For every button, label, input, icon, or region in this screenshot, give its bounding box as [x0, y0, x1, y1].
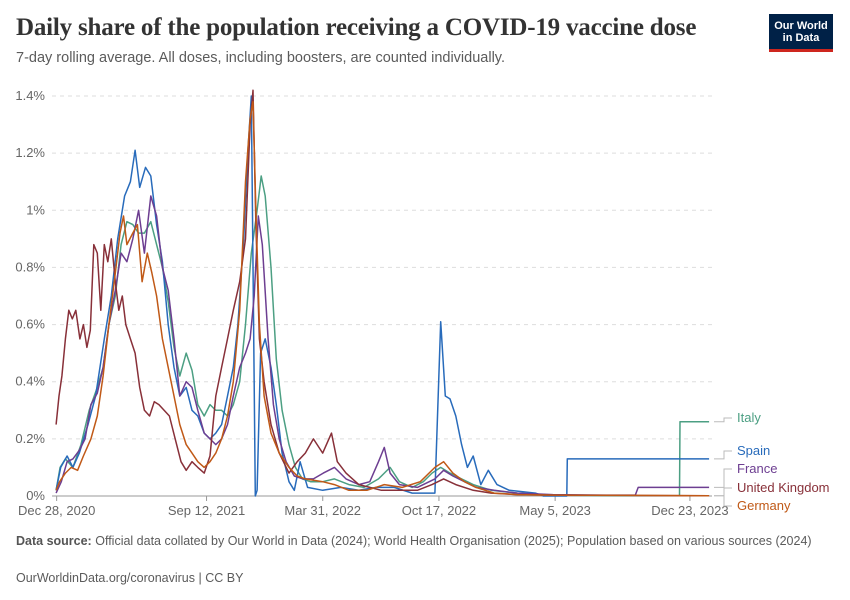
chart-title: Daily share of the population receiving … [16, 14, 697, 41]
y-tick-label: 1% [26, 202, 45, 217]
logo-line-1: Our World [774, 20, 828, 32]
series-label-france[interactable]: France [737, 461, 777, 476]
series-lines [55, 89, 710, 497]
label-connector [714, 487, 732, 497]
source-note: Data source: Official data collated by O… [16, 533, 816, 549]
owid-logo[interactable]: Our World in Data [769, 14, 833, 52]
series-label-united-kingdom[interactable]: United Kingdom [737, 480, 830, 495]
label-connector [714, 495, 732, 507]
y-tick-label: 0.2% [15, 431, 45, 446]
x-axis-ticks: Dec 28, 2020 Sep 12, 2021 Mar 31, 2022 Oct … [18, 496, 729, 518]
label-connector [714, 468, 732, 488]
x-tick-label: Dec 28, 2020 [18, 503, 95, 518]
series-line-france[interactable] [55, 195, 710, 496]
series-line-spain[interactable] [55, 95, 710, 497]
series-line-germany[interactable] [55, 100, 710, 497]
chart-subtitle: 7-day rolling average. All doses, includ… [16, 50, 505, 66]
y-tick-label: 0.8% [15, 259, 45, 274]
x-tick-label: Sep 12, 2021 [168, 503, 245, 518]
x-tick-label: May 5, 2023 [519, 503, 591, 518]
x-tick-label: Oct 17, 2022 [402, 503, 476, 518]
y-tick-label: 0.6% [15, 317, 45, 332]
y-tick-label: 1.2% [15, 145, 45, 160]
line-chart: 0% 0.2% 0.4% 0.6% 0.8% 1% 1.2% 1.4% Dec 28, 202… [15, 88, 830, 518]
source-label: Data source: [16, 534, 92, 548]
source-text: Official data collated by Our World in D… [95, 534, 812, 548]
x-tick-label: Mar 31, 2022 [284, 503, 361, 518]
logo-line-2: in Data [782, 32, 820, 44]
y-tick-label: 1.4% [15, 88, 45, 103]
grid-lines [52, 95, 712, 497]
label-connector [714, 417, 732, 423]
y-tick-label: 0.4% [15, 374, 45, 389]
credit-line[interactable]: OurWorldinData.org/coronavirus | CC BY [16, 571, 244, 585]
series-label-spain[interactable]: Spain [737, 443, 770, 458]
label-connector [714, 450, 732, 460]
series-line-united-kingdom[interactable] [55, 89, 710, 497]
x-tick-label: Dec 23, 2023 [651, 503, 728, 518]
series-line-italy[interactable] [55, 175, 710, 497]
y-tick-label: 0% [26, 488, 45, 503]
y-axis-ticks: 0% 0.2% 0.4% 0.6% 0.8% 1% 1.2% 1.4% [15, 88, 45, 503]
series-label-italy[interactable]: Italy [737, 410, 761, 425]
series-label-germany[interactable]: Germany [737, 498, 791, 513]
series-labels: Italy Spain France United Kingdom Germany [714, 410, 830, 513]
